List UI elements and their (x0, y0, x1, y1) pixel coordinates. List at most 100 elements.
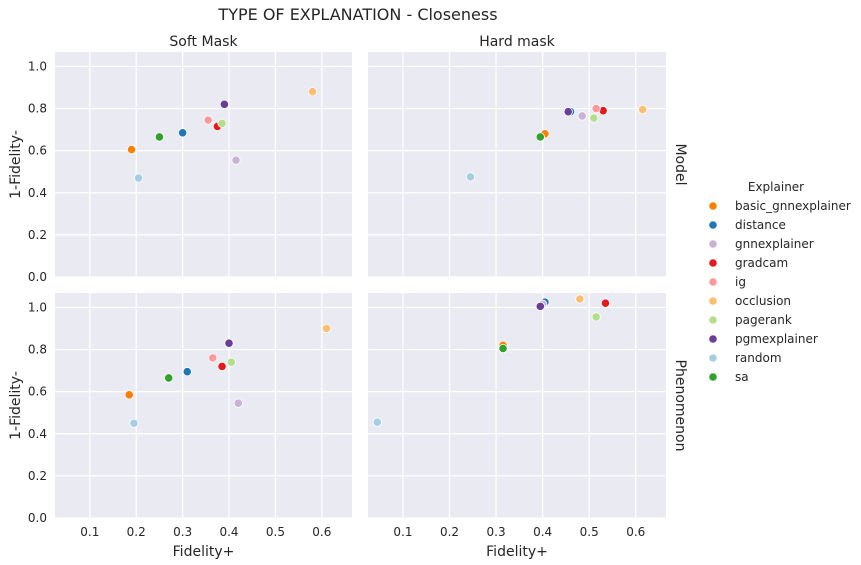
point-pgmexplainer (219, 99, 229, 109)
x-tick-label: 0.5 (580, 525, 599, 539)
point-gnnexplainer (233, 398, 243, 408)
x-tick-label: 0.1 (393, 525, 412, 539)
row-title: Phenomenon (672, 360, 688, 452)
legend-label: sa (735, 370, 749, 384)
point-occlusion (575, 294, 585, 304)
x-axis-label: Fidelity+ (173, 544, 235, 560)
legend-label: basic_gnnexplainer (735, 199, 851, 213)
panel-grid: 0.0 0.2 0.4 0.6 0.8 1.0 1-Fidelity- Soft Mask Ha… (8, 34, 688, 560)
legend-marker (708, 258, 718, 268)
legend-marker (708, 353, 718, 363)
x-tick-label: 0.4 (533, 525, 552, 539)
point-pagerank (226, 357, 236, 367)
y-tick-label: 0.2 (28, 469, 47, 483)
point-ig (203, 115, 213, 125)
x-tick-label: 0.2 (440, 525, 459, 539)
y-tick-label: 0.0 (28, 511, 47, 525)
legend: Explainer basic_gnnexplainer distance gnnex… (708, 180, 851, 384)
legend-label: occlusion (735, 294, 791, 308)
point-ig (591, 103, 601, 114)
point-distance (178, 128, 188, 138)
legend-label: gradcam (735, 256, 788, 270)
panel-model-hard-mask: Hard mask Model (368, 34, 688, 278)
legend-label: pgmexplainer (735, 332, 818, 346)
legend-item-basic_gnnexplainer: basic_gnnexplainer (708, 199, 851, 213)
legend-label: pagerank (735, 313, 792, 327)
legend-label: distance (735, 218, 786, 232)
y-tick-label: 0.0 (28, 270, 47, 284)
panel-model-soft-mask: 0.0 0.2 0.4 0.6 0.8 1.0 1-Fidelity- Soft Mask (8, 34, 352, 284)
legend-label: gnnexplainer (735, 237, 814, 251)
legend-marker (708, 277, 718, 287)
x-axis-label: Fidelity+ (486, 544, 548, 560)
legend-marker (708, 239, 718, 249)
point-pgmexplainer (535, 301, 545, 311)
legend-marker (708, 334, 718, 344)
panel-background (55, 293, 352, 518)
x-tick-label: 0.2 (127, 525, 146, 539)
point-pgmexplainer (224, 338, 234, 348)
column-title: Hard mask (479, 34, 555, 50)
x-tick-label: 0.6 (312, 525, 331, 539)
panel-phenomenon-soft-mask: 0.0 0.2 0.4 0.6 0.8 1.0 1-Fidelity- 0.1 0.2 0.3 0.… (8, 293, 352, 560)
point-basic_gnnexplainer (124, 390, 134, 400)
y-tick-label: 0.6 (28, 144, 47, 158)
y-axis-label: 1-Fidelity- (8, 130, 24, 199)
y-tick-label: 1.0 (28, 300, 47, 314)
legend-item-gnnexplainer: gnnexplainer (708, 237, 814, 251)
legend-title: Explainer (748, 180, 804, 194)
panel-phenomenon-hard-mask: 0.1 0.2 0.3 0.4 0.5 0.6 Fidelity+ Phenomenon (368, 293, 688, 560)
y-tick-label: 0.2 (28, 228, 47, 242)
legend-marker (708, 201, 718, 211)
y-tick-label: 0.8 (28, 343, 47, 357)
figure-title: TYPE OF EXPLANATION - Closeness (217, 5, 497, 24)
column-title: Soft Mask (169, 34, 238, 50)
point-gnnexplainer (231, 155, 241, 165)
point-sa (535, 132, 545, 142)
legend-label: ig (735, 275, 746, 289)
legend-label: random (735, 351, 782, 365)
panel-background (368, 52, 666, 277)
x-tick-label: 0.1 (80, 525, 99, 539)
point-random (129, 418, 139, 428)
legend-item-sa: sa (708, 370, 749, 384)
point-pagerank (591, 312, 601, 322)
panel-background (55, 52, 352, 277)
point-pagerank (217, 118, 227, 128)
legend-marker (708, 296, 718, 306)
legend-item-distance: distance (708, 218, 786, 232)
point-gradcam (600, 298, 611, 308)
panel-background (368, 293, 666, 518)
x-tick-label: 0.6 (626, 525, 645, 539)
point-basic_gnnexplainer (126, 145, 137, 155)
x-tick-label: 0.3 (487, 525, 506, 539)
legend-item-pagerank: pagerank (708, 313, 792, 327)
point-random (372, 417, 382, 427)
point-occlusion (321, 323, 332, 334)
y-tick-label: 0.4 (28, 186, 47, 200)
row-title: Model (672, 143, 688, 185)
legend-item-occlusion: occlusion (708, 294, 791, 308)
y-axis-label: 1-Fidelity- (8, 371, 24, 440)
point-gradcam (217, 361, 227, 371)
y-tick-label: 0.4 (28, 427, 47, 441)
point-distance (182, 367, 192, 377)
legend-item-pgmexplainer: pgmexplainer (708, 332, 818, 346)
legend-marker (708, 315, 718, 325)
point-occlusion (638, 104, 648, 115)
y-tick-label: 0.8 (28, 102, 47, 116)
legend-marker (708, 372, 718, 382)
point-pgmexplainer (563, 107, 573, 117)
point-ig (208, 353, 218, 363)
point-gnnexplainer (577, 111, 587, 121)
point-occlusion (307, 87, 318, 97)
point-random (465, 172, 476, 182)
point-random (133, 173, 144, 183)
legend-item-gradcam: gradcam (708, 256, 788, 270)
y-tick-label: 1.0 (28, 59, 47, 73)
point-pagerank (589, 113, 599, 123)
point-sa (164, 373, 174, 383)
point-sa (498, 343, 508, 354)
point-sa (154, 132, 165, 142)
